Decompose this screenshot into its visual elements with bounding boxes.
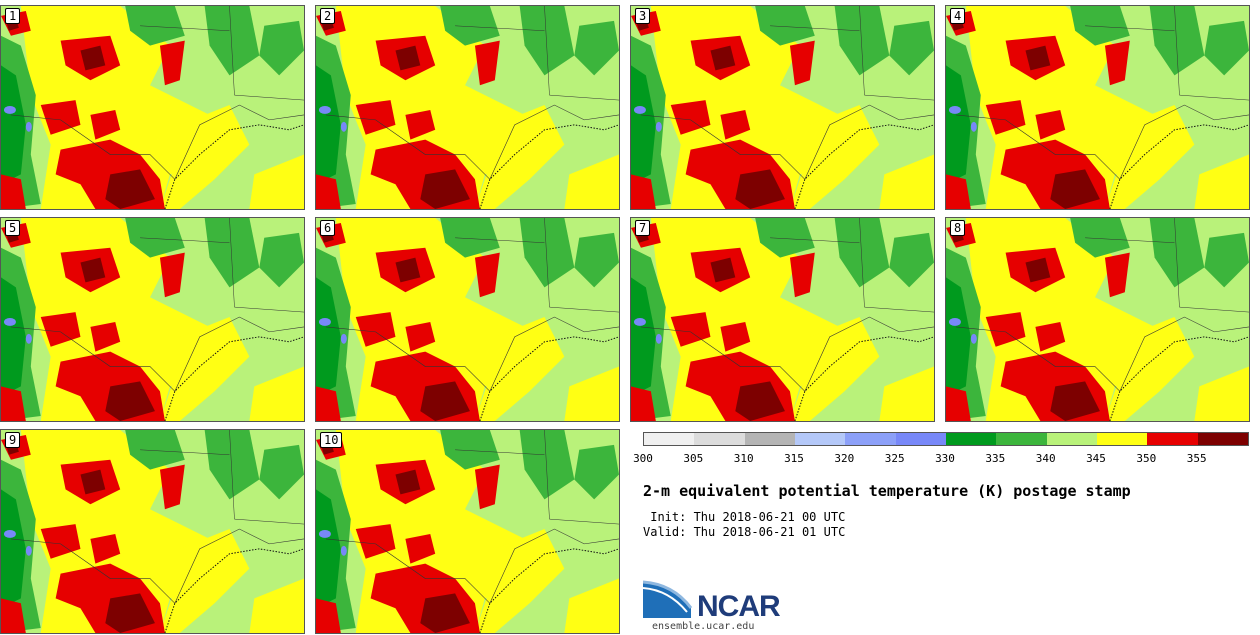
init-time: Init: Thu 2018-06-21 00 UTC (643, 510, 846, 524)
member-number: 1 (5, 8, 21, 24)
member-number: 5 (5, 220, 21, 236)
colorbar-tick-label: 350 (1136, 452, 1157, 465)
colorbar-tick-label: 300 (633, 452, 653, 465)
colorbar-segment (1046, 433, 1097, 445)
ncar-logo-icon (643, 580, 693, 618)
member-panel: 8 (945, 217, 1250, 422)
colorbar-segment (996, 433, 1047, 445)
valid-time: Valid: Thu 2018-06-21 01 UTC (643, 525, 846, 539)
product-title: 2-m equivalent potential temperature (K)… (643, 482, 1131, 500)
colorbar-segment (694, 433, 745, 445)
field-map (1, 430, 304, 633)
member-panel: 3 (630, 5, 935, 210)
colorbar (643, 432, 1249, 446)
member-number: 4 (950, 8, 966, 24)
field-map (946, 218, 1249, 421)
logo-url: ensemble.ucar.edu (652, 621, 755, 632)
colorbar-segment (895, 433, 946, 445)
colorbar-tick-label: 335 (985, 452, 1006, 465)
colorbar-tick-label: 320 (834, 452, 855, 465)
member-number: 10 (320, 432, 343, 448)
colorbar-segment (1096, 433, 1148, 445)
member-panel: 9 (0, 429, 305, 634)
member-number: 2 (320, 8, 336, 24)
colorbar-segment (794, 433, 846, 445)
field-map (631, 6, 934, 209)
colorbar-tick-label: 330 (935, 452, 955, 465)
member-panel: 6 (315, 217, 620, 422)
colorbar-segment (945, 433, 997, 445)
member-panel: 4 (945, 5, 1250, 210)
field-map (316, 6, 619, 209)
colorbar-tick-label: 325 (884, 452, 905, 465)
member-panel: 10 (315, 429, 620, 634)
field-map (1, 6, 304, 209)
colorbar-segment (644, 433, 695, 445)
colorbar-segment (845, 433, 896, 445)
colorbar-tick-label: 355 (1186, 452, 1207, 465)
member-panel: 2 (315, 5, 620, 210)
colorbar-segment (1197, 433, 1248, 445)
colorbar-segment (744, 433, 795, 445)
logo-wordmark: NCAR (697, 590, 781, 623)
field-map (316, 430, 619, 633)
colorbar-tick-label: 340 (1035, 452, 1056, 465)
member-panel: 7 (630, 217, 935, 422)
field-map (1, 218, 304, 421)
colorbar-tick-label: 310 (733, 452, 754, 465)
colorbar-tick-label: 345 (1086, 452, 1106, 465)
member-number: 7 (635, 220, 651, 236)
colorbar-tick-label: 315 (784, 452, 804, 465)
field-map (946, 6, 1249, 209)
field-map (316, 218, 619, 421)
field-map (631, 218, 934, 421)
member-number: 9 (5, 432, 21, 448)
member-number: 6 (320, 220, 336, 236)
colorbar-tick-label: 305 (683, 452, 704, 465)
colorbar-ticks: 300 305 310 315 320 325 330 335 340 345 350 355 (633, 452, 1247, 466)
member-number: 3 (635, 8, 651, 24)
member-number: 8 (950, 220, 966, 236)
member-panel: 5 (0, 217, 305, 422)
colorbar-segment (1147, 433, 1198, 445)
member-panel: 1 (0, 5, 305, 210)
